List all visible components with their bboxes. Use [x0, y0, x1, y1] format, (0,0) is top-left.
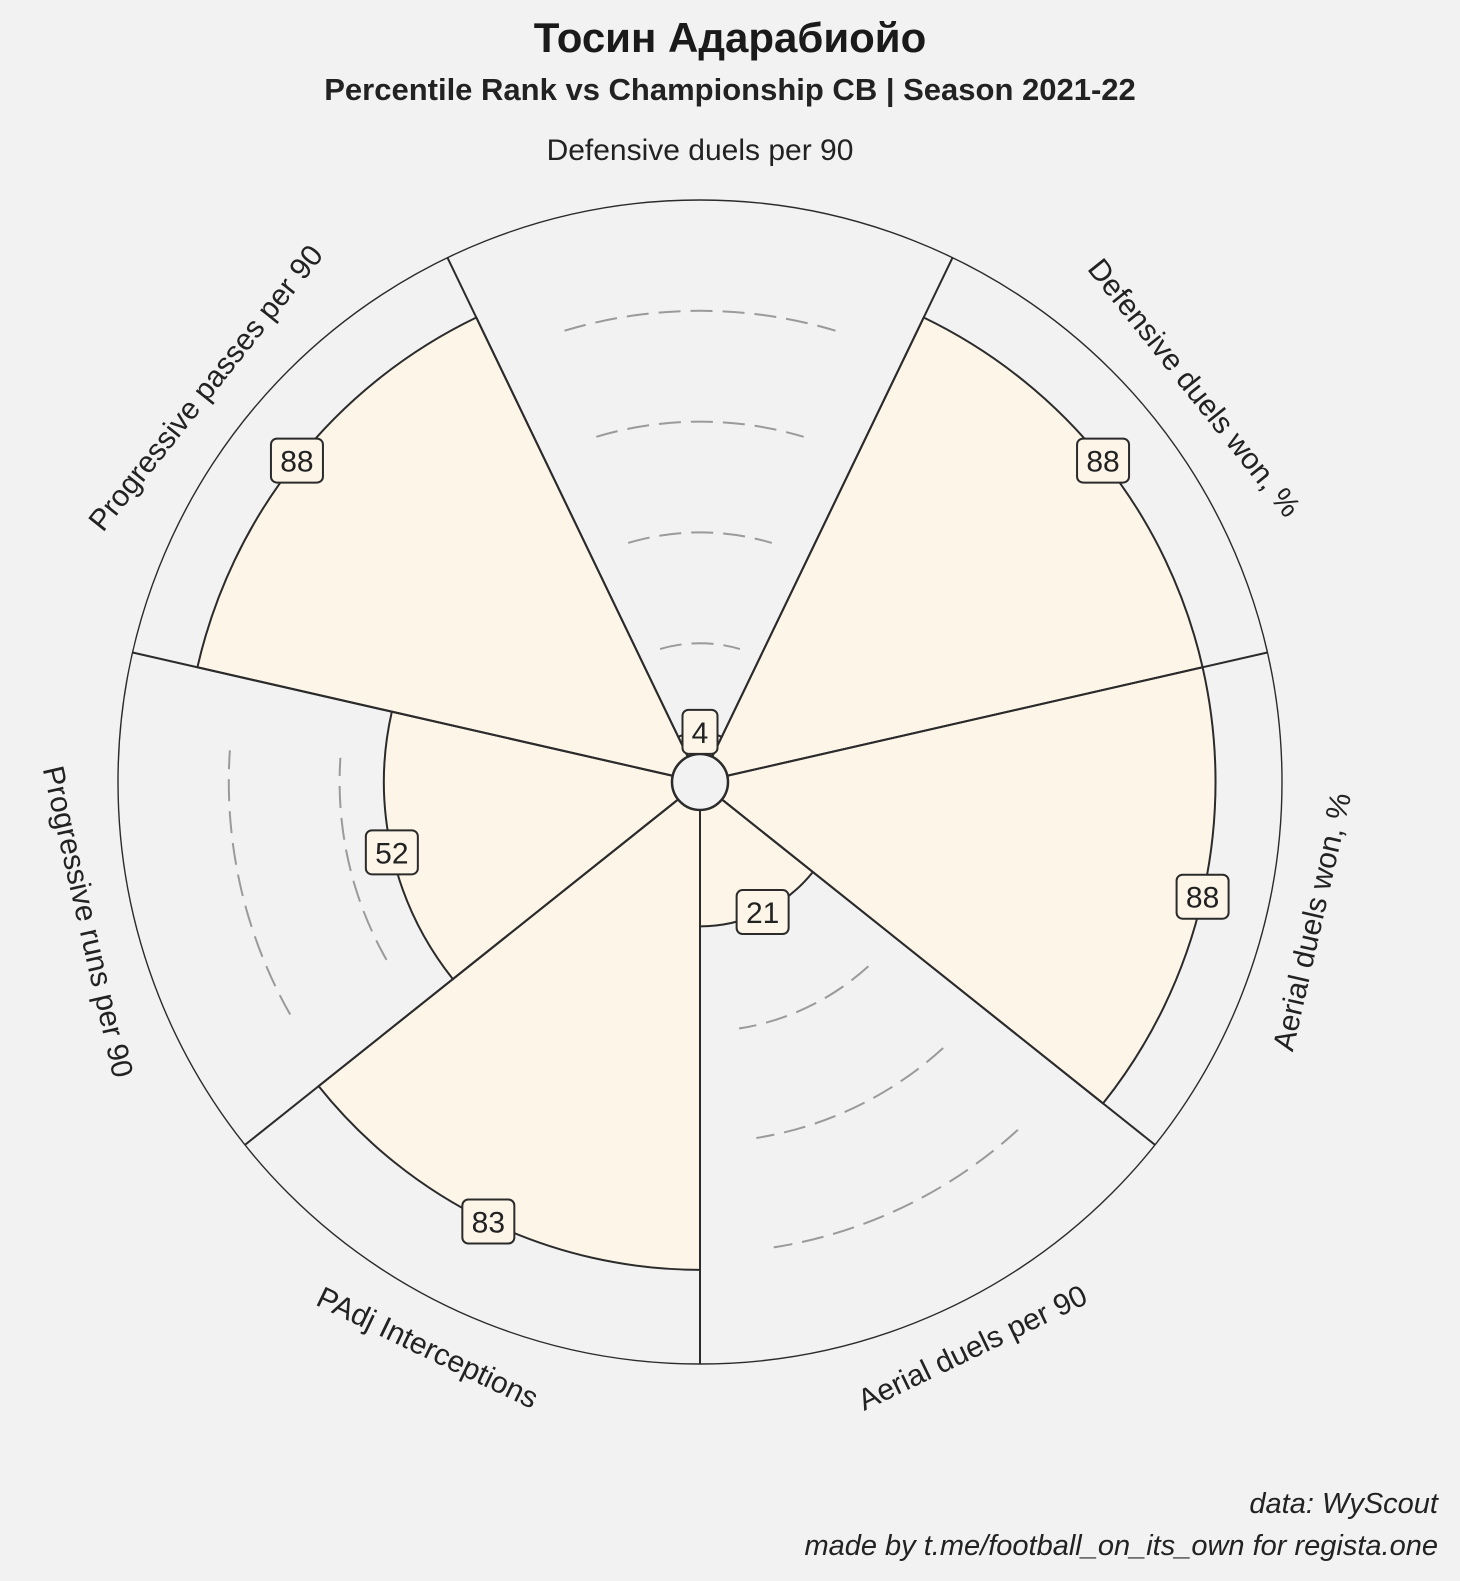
grid-arc: [227, 750, 292, 1016]
category-label: PAdj Interceptions: [311, 1281, 543, 1415]
value-box: [364, 829, 419, 876]
grid-arc: [564, 309, 836, 332]
value-label: 83: [472, 1207, 505, 1240]
chart-title: Тосин Адарабиойо: [533, 14, 927, 61]
spoke-line: [446, 257, 689, 758]
grid-arc: [627, 531, 773, 544]
category-label: Aerial duels won, %: [1267, 790, 1358, 1054]
center-hole: [670, 752, 730, 812]
spoke-line: [711, 257, 954, 758]
value-box: [269, 437, 324, 484]
value-box: [1076, 437, 1131, 484]
value-label: 88: [280, 446, 313, 479]
grid-arc: [756, 1047, 944, 1139]
spoke-line: [132, 651, 673, 777]
spoke-line: [244, 798, 679, 1146]
grid-arc: [596, 420, 804, 438]
value-label: 4: [692, 717, 709, 750]
slice-6: [196, 316, 690, 777]
value-label: 21: [746, 897, 779, 930]
chart-subtitle: Percentile Rank vs Championship CB | Sea…: [324, 72, 1136, 107]
category-label: Progressive runs per 90: [36, 763, 139, 1081]
value-label: 52: [375, 837, 408, 870]
value-label: 88: [1186, 882, 1219, 915]
value-box: [681, 708, 719, 755]
value-label: 88: [1086, 446, 1119, 479]
category-label: Aerial duels per 90: [853, 1279, 1093, 1417]
grid-arc: [738, 965, 870, 1030]
value-box: [461, 1198, 516, 1245]
data-source: data: WyScout: [1249, 1488, 1438, 1520]
grid-arc: [659, 642, 741, 651]
spoke-line: [721, 798, 1156, 1146]
credit-line: made by t.me/football_on_its_own for reg…: [804, 1530, 1438, 1562]
grid-arc: [338, 757, 388, 961]
grid-arc: [773, 1129, 1019, 1249]
spoke-line: [727, 651, 1268, 777]
value-box: [1175, 873, 1230, 920]
value-box: [735, 889, 790, 936]
category-label: Defensive duels per 90: [547, 134, 854, 167]
